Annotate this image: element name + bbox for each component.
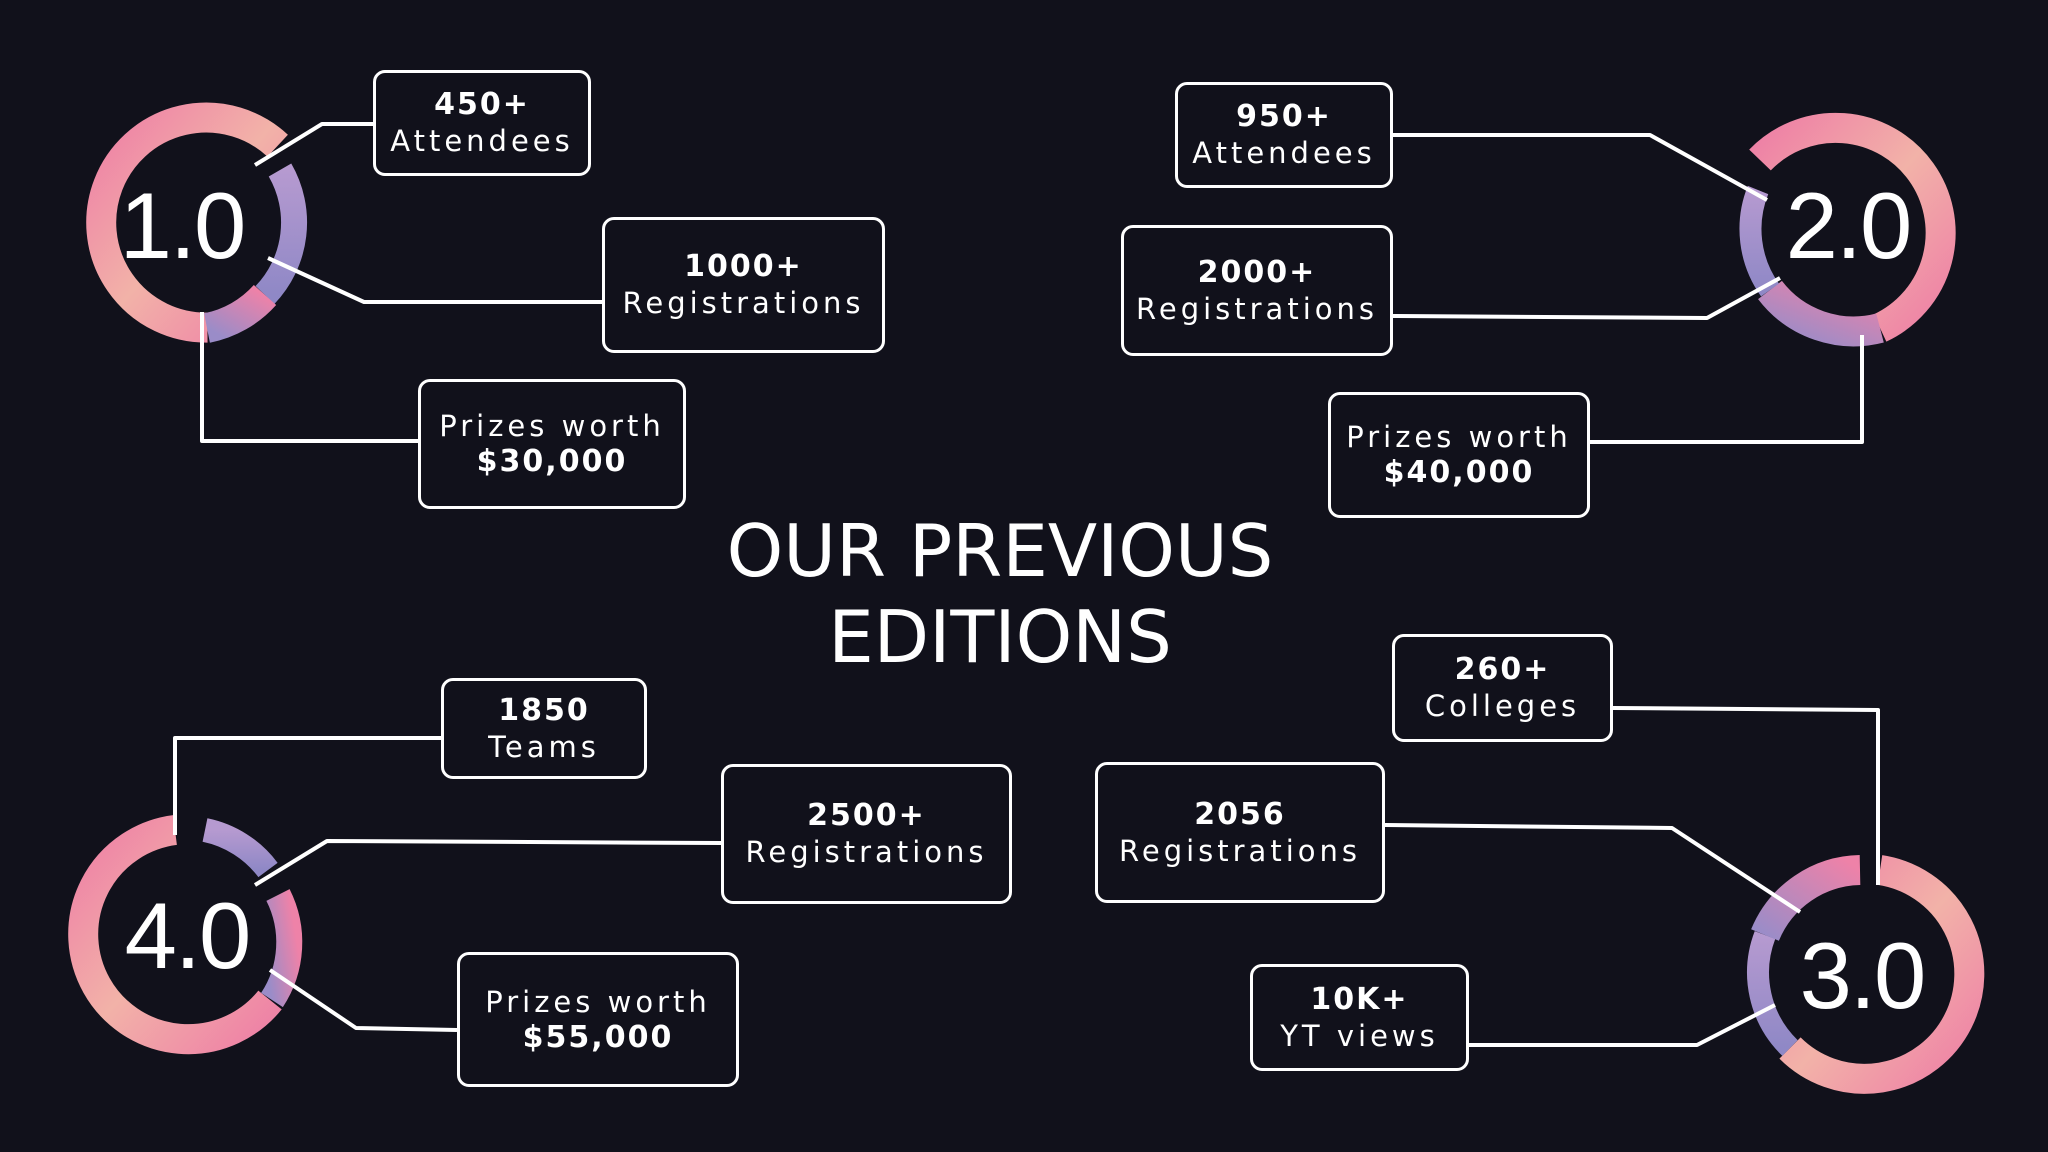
stat-box-1-0-registrations: 1000+ Registrations [602,217,885,353]
stat-label: Registrations [1119,833,1361,868]
stat-label: Prizes worth [439,409,665,443]
stat-label: Attendees [390,124,574,158]
stat-value: 10K+ [1310,981,1409,1017]
title-line-1: OUR PREVIOUS [726,509,1274,593]
stat-label: Colleges [1424,689,1581,723]
stat-value: 1000+ [684,249,803,284]
stat-box-2-0-attendees: 950+ Attendees [1175,82,1393,188]
edition-label-4-0: 4.0 [124,883,252,988]
stat-value: 260+ [1454,652,1551,687]
stat-box-2-0-prizes: Prizes worth $40,000 [1328,392,1590,518]
ring-4-0 [68,815,303,1055]
edition-label-1-0: 1.0 [119,173,247,278]
stat-label: YT views [1280,1018,1439,1053]
stat-value: 2056 [1194,796,1286,832]
stat-box-4-0-teams: 1850 Teams [441,678,647,779]
stat-label: Registrations [745,835,988,869]
stat-label: Prizes worth [485,984,711,1019]
stat-value: $30,000 [476,444,628,479]
stat-value: 2500+ [807,798,926,833]
stat-box-1-0-prizes: Prizes worth $30,000 [418,379,686,509]
stat-label: Prizes worth [1346,420,1572,454]
stat-value: 1850 [498,692,590,728]
stat-box-3-0-yt-views: 10K+ YT views [1250,964,1469,1071]
stat-box-3-0-colleges: 260+ Colleges [1392,634,1613,742]
stat-value: $40,000 [1383,455,1535,490]
edition-label-2-0: 2.0 [1785,173,1913,278]
stat-box-2-0-registrations: 2000+ Registrations [1121,225,1393,356]
ring-3-0 [1747,855,1985,1094]
stat-value: 950+ [1236,99,1332,134]
ring-1-0 [86,102,307,343]
stat-box-3-0-registrations: 2056 Registrations [1095,762,1385,903]
ring-2-0 [1739,112,1956,347]
connector-lines [173,122,1880,1047]
stat-label: Registrations [1136,291,1378,326]
stat-value: $55,000 [522,1019,674,1055]
stat-label: Attendees [1192,136,1376,170]
stat-box-4-0-prizes: Prizes worth $55,000 [457,952,739,1087]
stat-box-4-0-registrations: 2500+ Registrations [721,764,1012,904]
stat-value: 2000+ [1197,254,1317,290]
stat-value: 450+ [434,87,530,122]
stat-label: Registrations [622,286,865,320]
page-title: OUR PREVIOUS EDITIONS [640,508,1360,680]
edition-label-3-0: 3.0 [1799,923,1927,1028]
stat-label: Teams [488,729,600,764]
stat-box-1-0-attendees: 450+ Attendees [373,70,591,176]
title-line-2: EDITIONS [828,595,1172,679]
